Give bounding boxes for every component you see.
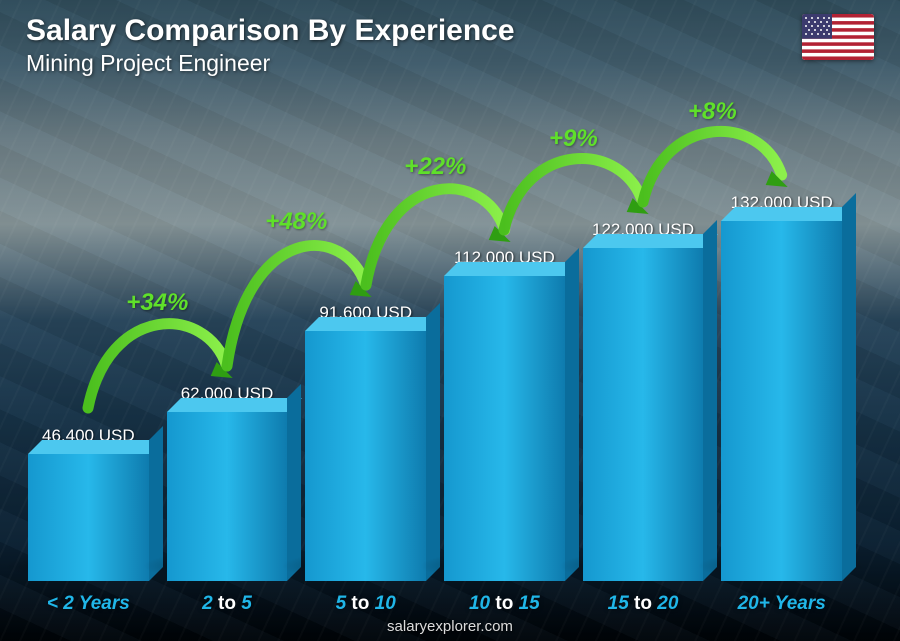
x-axis-tick: 15 to 20	[583, 593, 704, 615]
bar-column: 46,400 USD	[28, 426, 149, 581]
bar-column: 132,000 USD	[721, 193, 842, 581]
pct-increase-label: +48%	[265, 208, 327, 235]
bar-chart: 46,400 USD62,000 USD91,600 USD112,000 US…	[28, 111, 842, 581]
bar-column: 91,600 USD	[305, 303, 426, 581]
pct-increase-label: +9%	[549, 125, 598, 152]
bar-column: 122,000 USD	[583, 220, 704, 581]
chart-subtitle: Mining Project Engineer	[26, 50, 515, 77]
pct-increase-label: +22%	[404, 153, 466, 180]
bar	[28, 454, 149, 581]
bar	[583, 248, 704, 581]
x-axis-tick: 10 to 15	[444, 593, 565, 615]
x-axis: < 2 Years 2 to 5 5 to 10 10 to 15 15 to 20 20…	[28, 593, 842, 615]
bar	[444, 276, 565, 581]
title-block: Salary Comparison By Experience Mining P…	[26, 14, 515, 77]
x-axis-tick: 2 to 5	[167, 593, 288, 615]
x-axis-tick: < 2 Years	[28, 593, 149, 615]
chart-title: Salary Comparison By Experience	[26, 14, 515, 48]
flag-icon	[802, 14, 874, 60]
bar-column: 62,000 USD	[167, 384, 288, 581]
x-axis-tick: 20+ Years	[721, 593, 842, 615]
pct-increase-label: +34%	[127, 289, 189, 316]
bar	[167, 412, 288, 581]
bar	[305, 331, 426, 581]
bar	[721, 221, 842, 581]
x-axis-tick: 5 to 10	[305, 593, 426, 615]
bar-column: 112,000 USD	[444, 248, 565, 581]
footer-credit: salaryexplorer.com	[0, 618, 900, 635]
header: Salary Comparison By Experience Mining P…	[26, 14, 874, 77]
